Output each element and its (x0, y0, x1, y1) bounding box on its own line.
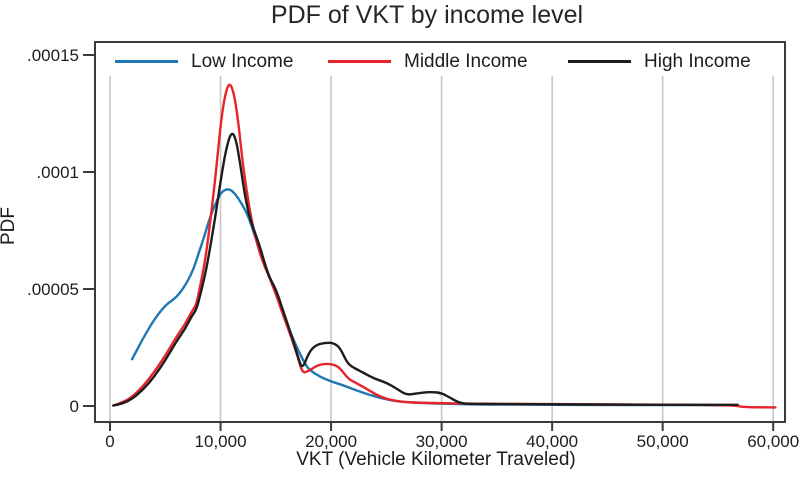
series-line-high-income (112, 132, 739, 407)
middle-income-line-swatch (328, 60, 391, 63)
x-tick-label: 30,000 (416, 432, 468, 451)
y-tick-label: .00015 (27, 46, 79, 65)
plot-frame (94, 41, 786, 423)
legend-label-low-income: Low Income (191, 50, 294, 72)
x-tick-label: 20,000 (305, 432, 357, 451)
legend-item-low-income: Low Income (115, 50, 294, 72)
legend-label-middle-income: Middle Income (404, 50, 528, 72)
high-income-line-swatch (568, 60, 631, 63)
x-tick-label: 40,000 (526, 432, 578, 451)
x-tick-label: 0 (105, 432, 114, 451)
chart-title: PDF of VKT by income level (270, 1, 584, 29)
legend-item-high-income: High Income (568, 50, 751, 72)
x-tick-label: 10,000 (195, 432, 247, 451)
x-tick-label: 50,000 (637, 432, 689, 451)
y-tick-label: 0 (70, 397, 79, 416)
series-line-low-income (130, 188, 739, 407)
series-line-middle-income (112, 83, 777, 409)
y-tick-label: .0001 (36, 163, 79, 182)
legend-item-middle-income: Middle Income (328, 50, 528, 72)
legend-label-high-income: High Income (644, 50, 751, 72)
x-tick-label: 60,000 (747, 432, 799, 451)
low-income-line-swatch (115, 60, 178, 63)
y-axis-title: PDF (0, 207, 19, 245)
y-tick-label: .00005 (27, 280, 79, 299)
x-axis-title: VKT (Vehicle Kilometer Traveled) (296, 449, 576, 470)
